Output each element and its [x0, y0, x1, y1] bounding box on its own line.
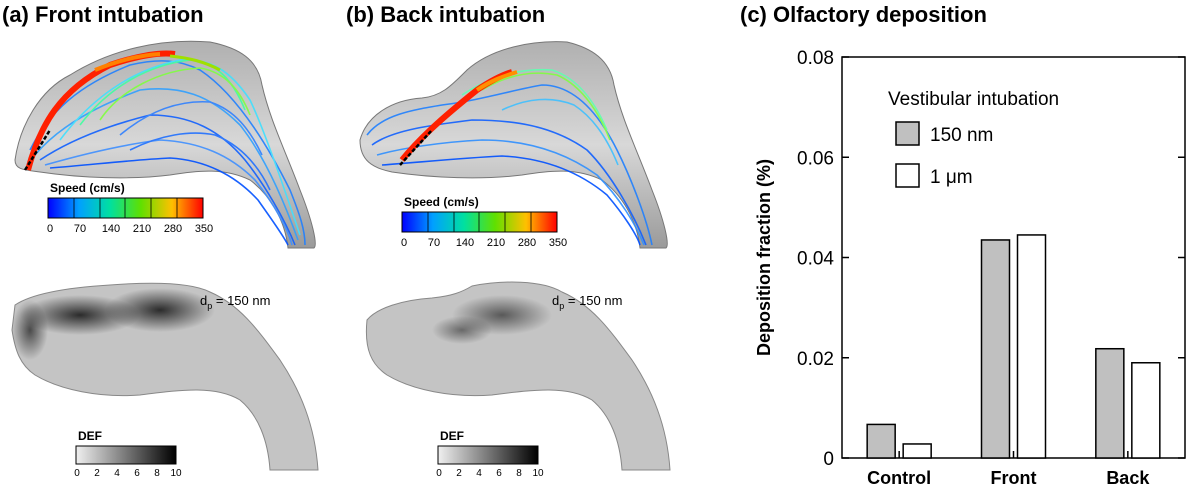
x-tick-label-back: Back — [1106, 468, 1150, 488]
def-tick-b-5: 10 — [532, 468, 544, 479]
legend-title: Vestibular intubation — [888, 89, 1059, 110]
def-colorbar-b-title: DEF — [440, 429, 464, 443]
speed-tick-a-0: 0 — [47, 223, 53, 235]
speed-tick-a-1: 70 — [74, 223, 86, 235]
def-colorbar-b: DEF 0 2 4 6 8 10 — [436, 429, 544, 479]
def-tick-b-3: 6 — [496, 468, 502, 479]
deposition-bar-chart: 0 0.02 0.04 0.06 0.08 Deposition fraction (%)… — [754, 48, 1186, 488]
particle-label-b: dp = 150 nm — [552, 293, 622, 311]
x-tick-label-control: Control — [867, 468, 931, 488]
panel-b-streamline-view — [359, 41, 668, 249]
particle-label-a: dp = 150 nm — [200, 293, 270, 311]
speed-colorbar-a-title: Speed (cm/s) — [50, 181, 125, 195]
def-tick-a-5: 10 — [170, 468, 182, 479]
speed-colorbar-b-title: Speed (cm/s) — [404, 195, 479, 209]
bar-back-series-1 — [1131, 362, 1161, 459]
speed-colorbar-a: Speed (cm/s) 0 70 140 210 280 350 — [47, 181, 213, 235]
def-tick-a-3: 6 — [134, 468, 140, 479]
y-tick-label-0: 0 — [823, 449, 834, 470]
y-tick-label-3: 0.06 — [797, 148, 834, 169]
panel-b-deposition-view: dp = 150 nm — [365, 281, 671, 471]
def-colorbar-a: DEF 0 2 4 6 8 10 — [74, 429, 182, 479]
bar-front-series-0 — [980, 239, 1011, 459]
panel-a-streamline-view — [14, 40, 316, 249]
speed-tick-b-0: 0 — [401, 237, 407, 249]
speed-colorbar-b: Speed (cm/s) 0 70 140 210 280 350 — [401, 195, 567, 249]
def-tick-b-1: 2 — [456, 468, 462, 479]
def-tick-a-2: 4 — [114, 468, 120, 479]
panel-a-title: (a) Front intubation — [2, 2, 204, 27]
panel-c-title: (c) Olfactory deposition — [740, 2, 987, 27]
speed-tick-b-3: 210 — [487, 237, 505, 249]
speed-tick-b-4: 280 — [518, 237, 536, 249]
def-tick-a-4: 8 — [154, 468, 160, 479]
speed-tick-a-3: 210 — [133, 223, 151, 235]
legend-label-1: 1 μm — [930, 167, 973, 188]
bar-front-series-1 — [1016, 234, 1047, 459]
y-tick-label-4: 0.08 — [797, 48, 834, 69]
speed-tick-a-5: 350 — [195, 223, 213, 235]
panel-b-title: (b) Back intubation — [346, 2, 546, 27]
legend-swatch-0 — [895, 121, 920, 146]
legend-label-0: 150 nm — [930, 125, 993, 146]
bar-control-series-1 — [902, 443, 932, 459]
speed-tick-b-5: 350 — [549, 237, 567, 249]
def-tick-b-0: 0 — [436, 468, 442, 479]
y-axis-label: Deposition fraction (%) — [754, 159, 774, 356]
speed-tick-a-4: 280 — [164, 223, 182, 235]
nasal-figures: Speed (cm/s) 0 70 140 210 280 350 dp = 1… — [11, 40, 671, 479]
panel-a-deposition-view: dp = 150 nm — [11, 282, 319, 471]
def-colorbar-a-title: DEF — [78, 429, 102, 443]
def-tick-b-4: 8 — [516, 468, 522, 479]
legend-swatch-1 — [895, 163, 920, 188]
def-tick-b-2: 4 — [476, 468, 482, 479]
y-tick-label-1: 0.02 — [797, 349, 834, 370]
def-tick-a-1: 2 — [94, 468, 100, 479]
y-tick-label-2: 0.04 — [797, 249, 834, 270]
speed-tick-a-2: 140 — [102, 223, 120, 235]
bar-back-series-0 — [1095, 347, 1125, 459]
def-tick-a-0: 0 — [74, 468, 80, 479]
x-tick-label-front: Front — [991, 468, 1037, 488]
bar-control-series-0 — [866, 423, 896, 459]
speed-tick-b-2: 140 — [456, 237, 474, 249]
speed-tick-b-1: 70 — [428, 237, 440, 249]
